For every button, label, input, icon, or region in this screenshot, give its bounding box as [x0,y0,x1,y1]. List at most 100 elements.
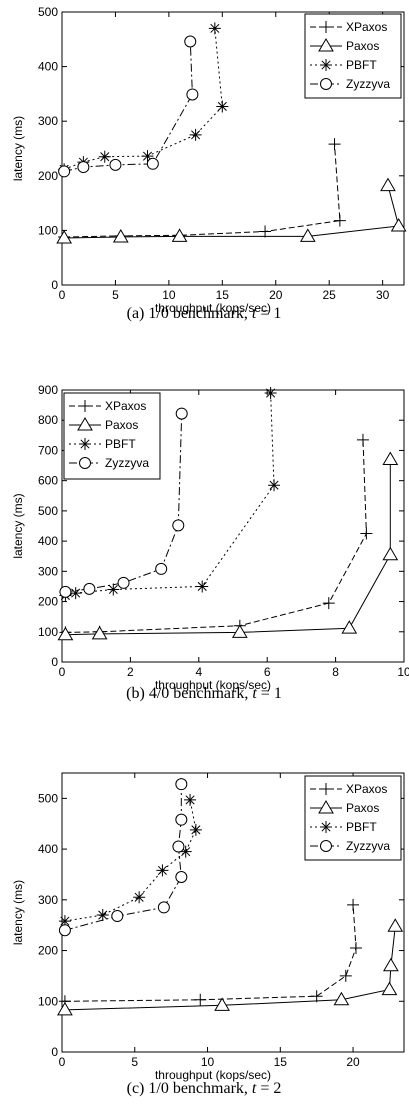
legend-marker [320,840,332,852]
legend-label: PBFT [346,820,377,834]
x-tick-label: 10 [201,1055,215,1069]
legend-label: Paxos [105,418,138,432]
data-point [58,915,71,928]
plot-frame [61,11,405,286]
y-tick-label: 400 [38,60,58,74]
data-point [333,214,346,227]
x-tick-label: 15 [216,288,230,302]
y-tick-label: 500 [38,791,58,805]
series-xpaxos [58,898,362,1008]
series-line [64,904,357,1002]
series-line [64,185,400,239]
data-point [333,991,350,1006]
legend-label: XPaxos [346,20,387,34]
chart-1: 0 2 4 6 8 100100200300400500600700800900throu… [11,383,409,702]
data-point [382,451,399,466]
series-paxos [56,177,407,244]
x-tick-label: 0 [59,288,66,302]
y-axis-label: latency (ms) [11,493,25,558]
x-tick-label: 4 [195,665,202,679]
data-point [175,407,188,420]
data-point [83,582,96,595]
data-point [133,891,146,904]
data-point [179,845,192,858]
data-point [186,88,199,101]
y-tick-label: 700 [38,443,58,457]
caption-variable: t [252,305,257,322]
y-tick-label: 300 [38,114,58,128]
data-point [58,924,71,937]
data-point [58,165,71,178]
data-point [347,898,360,911]
y-axis-label: latency (ms) [11,116,25,181]
data-point [56,230,73,244]
data-point [196,580,209,593]
legend: XPaxos Paxos PBFT Zyzzyva [304,775,402,861]
data-point [146,157,159,170]
caption-text: (b) 4/0 benchmark, [126,685,252,702]
x-tick-label: 5 [131,1055,138,1069]
x-tick-label: 2 [127,665,134,679]
series-paxos [57,918,404,1016]
x-tick-label: 25 [323,288,337,302]
series-line [65,392,275,596]
data-point [328,138,341,151]
caption-variable: t [252,1080,257,1097]
y-tick-label: 900 [38,383,58,397]
data-point [184,793,197,806]
data-point [107,583,120,596]
data-point [259,225,272,238]
data-point [208,22,221,35]
data-point [91,625,108,640]
legend-label: XPaxos [105,399,146,413]
series-paxos [57,451,399,641]
y-tick-label: 400 [38,842,58,856]
legend: XPaxos Paxos PBFT Zyzzyva [304,13,402,99]
legend-marker [318,800,334,814]
legend-marker [320,59,332,71]
data-point [175,778,188,791]
y-axis-label: latency (ms) [11,880,25,945]
data-point [339,969,352,982]
data-point [57,626,74,641]
data-point [214,997,230,1011]
caption-text: (c) 1/0 benchmark, [127,1080,252,1097]
series-zyzzyva [58,35,199,178]
y-tick-label: 0 [51,1045,58,1059]
x-axis-label: throughput (kops/sec) [155,301,271,315]
y-tick-label: 200 [38,595,58,609]
y-tick-label: 800 [38,413,58,427]
legend-marker [318,38,334,52]
data-point [380,177,396,192]
data-point [299,228,316,242]
series-line [63,28,223,170]
y-tick-label: 100 [38,223,58,237]
x-tick-label: 0 [59,665,66,679]
data-point [77,161,90,174]
data-point [194,993,207,1006]
data-point [310,990,323,1003]
legend-label: Paxos [346,39,379,53]
data-point [157,901,170,914]
series-line [64,144,341,238]
data-point [387,918,404,932]
data-point [349,942,362,955]
x-tick-label: 20 [269,288,283,302]
data-point [175,870,188,883]
y-tick-label: 100 [38,625,58,639]
legend-marker [320,21,332,33]
legend-marker [320,78,332,90]
data-point [231,624,248,638]
legend-label: Zyzzyva [346,839,390,853]
data-point [156,864,169,877]
series-zyzzyva [58,778,188,937]
series-zyzzyva [59,407,188,598]
data-point [381,981,398,996]
data-point [111,910,124,923]
data-point [360,527,373,540]
x-tick-label: 20 [346,1055,360,1069]
data-point [322,597,335,610]
legend-marker [79,457,91,469]
data-point [189,128,202,141]
